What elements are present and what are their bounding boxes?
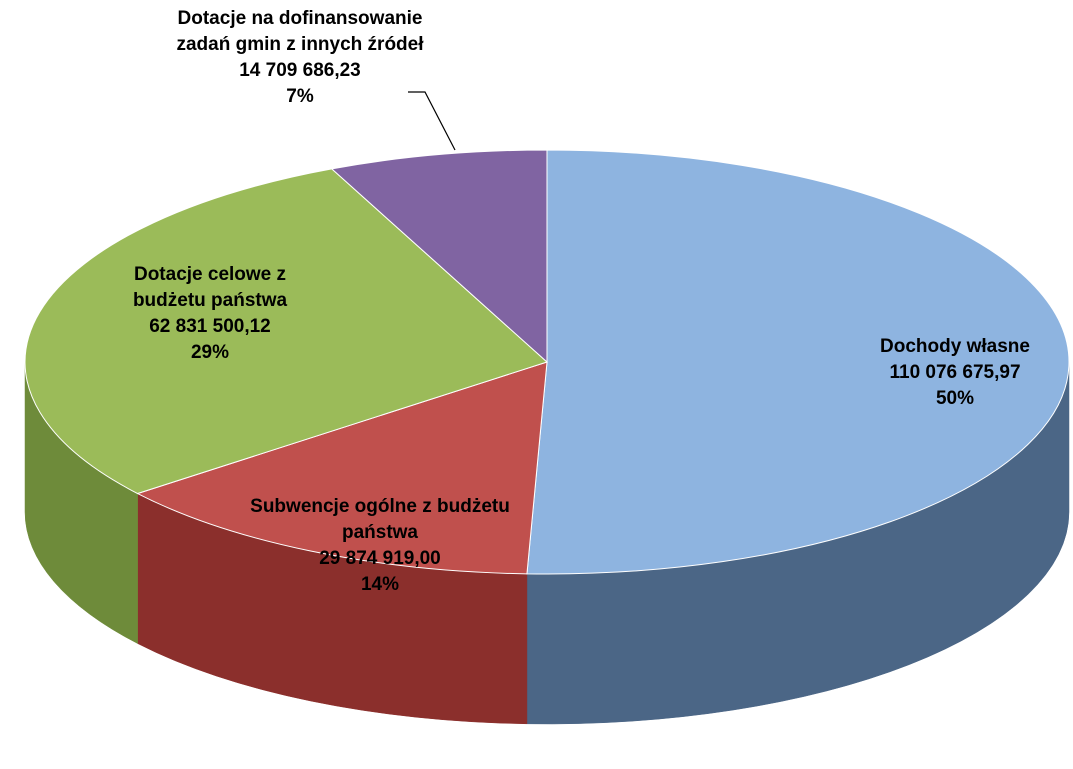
slice	[330, 149, 548, 364]
label-name: Subwencje ogólne z budżetu państwa	[250, 496, 510, 543]
slice	[24, 168, 548, 495]
label-percent: 7%	[286, 86, 314, 107]
label-percent: 29%	[190, 342, 230, 363]
label-percent: 50%	[935, 388, 975, 409]
label-amount: 14 709 686,23	[239, 60, 361, 81]
slice-label: Subwencje ogólne z budżetu państwa 29 874…	[250, 494, 510, 598]
slice-label: Dotacje na dofinansowanie zadań gmin z i…	[175, 6, 425, 110]
label-amount: 29 874 919,00	[319, 548, 441, 569]
label-name: Dochody własne	[880, 336, 1030, 357]
label-amount: 110 076 675,97	[889, 362, 1021, 383]
label-name: Dotacje celowe z budżetu państwa	[132, 264, 288, 311]
label-name: Dotacje na dofinansowanie zadań gmin z i…	[176, 8, 424, 55]
label-percent: 14%	[360, 574, 400, 595]
slice-label: Dotacje celowe z budżetu państwa 62 831 5…	[95, 262, 325, 366]
slice	[526, 149, 1070, 575]
leader-line	[408, 91, 456, 151]
slice-label: Dochody własne 110 076 675,97 50%	[840, 334, 1070, 412]
label-amount: 62 831 500,12	[149, 316, 271, 337]
slice	[136, 361, 548, 575]
